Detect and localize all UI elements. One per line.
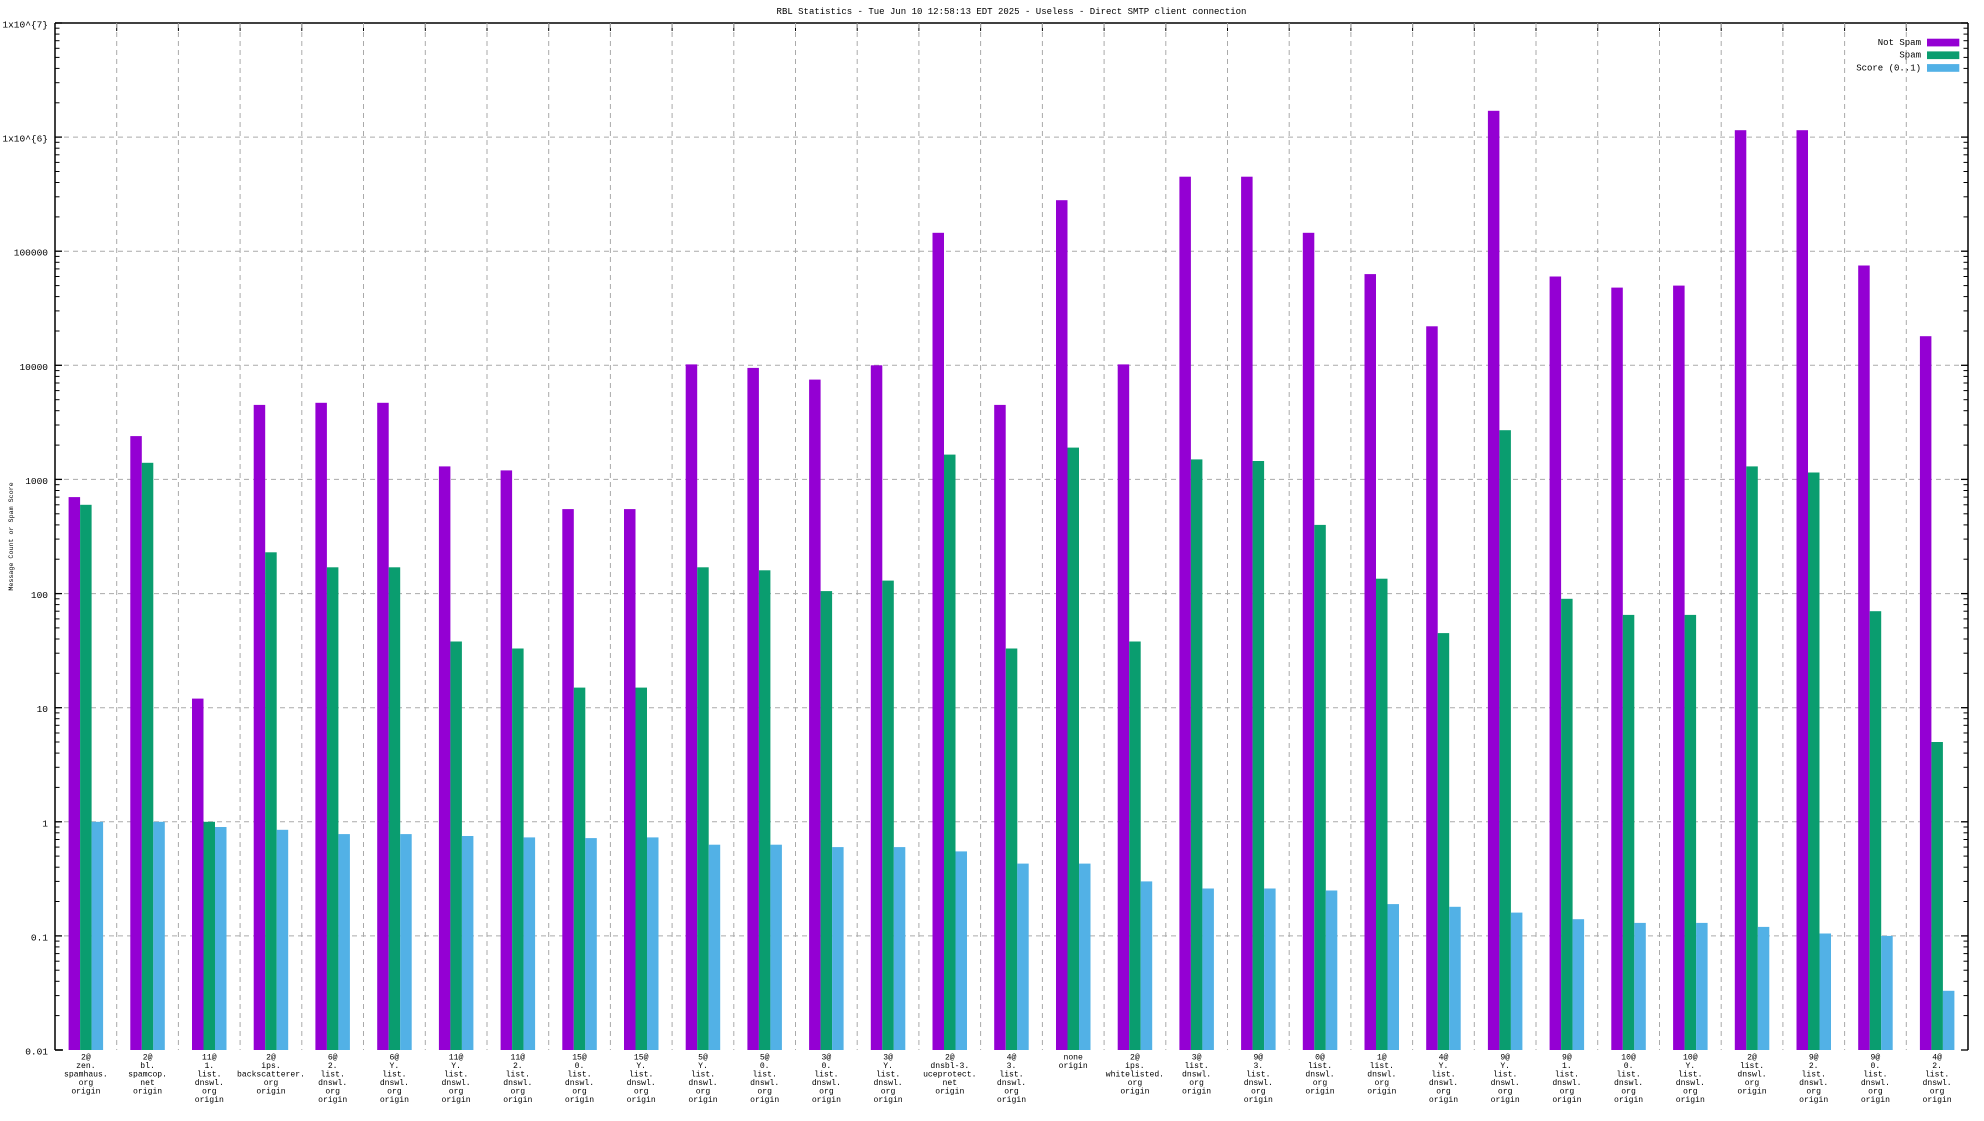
svg-text:Message Count or Spam Score: Message Count or Spam Score xyxy=(8,482,16,590)
svg-text:origin: origin xyxy=(688,1096,717,1105)
svg-text:1x10^{7}: 1x10^{7} xyxy=(2,20,48,31)
svg-text:origin: origin xyxy=(1676,1096,1705,1105)
svg-text:1x10^{6}: 1x10^{6} xyxy=(2,134,48,145)
svg-text:origin: origin xyxy=(1429,1096,1458,1105)
svg-text:Score (0..1): Score (0..1) xyxy=(1856,63,1921,73)
svg-text:100: 100 xyxy=(31,590,48,601)
svg-text:origin: origin xyxy=(442,1096,471,1105)
svg-text:RBL Statistics - Tue Jun 10 12: RBL Statistics - Tue Jun 10 12:58:13 EDT… xyxy=(777,7,1247,17)
svg-text:100000: 100000 xyxy=(14,248,49,259)
svg-text:origin: origin xyxy=(1491,1096,1520,1105)
svg-text:Not Spam: Not Spam xyxy=(1878,38,1921,48)
svg-text:origin: origin xyxy=(1861,1096,1890,1105)
svg-text:10: 10 xyxy=(37,704,49,715)
svg-text:origin: origin xyxy=(1244,1096,1273,1105)
svg-text:origin: origin xyxy=(318,1096,347,1105)
svg-text:origin: origin xyxy=(812,1096,841,1105)
svg-text:origin: origin xyxy=(1799,1096,1828,1105)
svg-text:origin: origin xyxy=(380,1096,409,1105)
svg-text:origin: origin xyxy=(1552,1096,1581,1105)
svg-text:origin: origin xyxy=(1367,1087,1396,1096)
svg-text:origin: origin xyxy=(256,1087,285,1096)
svg-text:origin: origin xyxy=(1059,1062,1088,1071)
svg-text:origin: origin xyxy=(1182,1087,1211,1096)
svg-text:1000: 1000 xyxy=(25,476,48,487)
svg-text:origin: origin xyxy=(935,1087,964,1096)
svg-text:origin: origin xyxy=(627,1096,656,1105)
svg-text:origin: origin xyxy=(874,1096,903,1105)
svg-text:origin: origin xyxy=(750,1096,779,1105)
svg-text:origin: origin xyxy=(195,1096,224,1105)
svg-text:10000: 10000 xyxy=(19,362,48,373)
svg-text:origin: origin xyxy=(133,1087,162,1096)
svg-text:Spam: Spam xyxy=(1899,51,1921,61)
svg-text:origin: origin xyxy=(1737,1087,1766,1096)
svg-text:origin: origin xyxy=(565,1096,594,1105)
svg-text:origin: origin xyxy=(1923,1096,1952,1105)
svg-text:origin: origin xyxy=(503,1096,532,1105)
svg-text:origin: origin xyxy=(1120,1087,1149,1096)
svg-text:origin: origin xyxy=(71,1087,100,1096)
svg-text:origin: origin xyxy=(1305,1087,1334,1096)
svg-text:0.1: 0.1 xyxy=(31,932,48,943)
svg-text:origin: origin xyxy=(997,1096,1026,1105)
svg-text:1: 1 xyxy=(42,818,48,829)
svg-text:0.01: 0.01 xyxy=(25,1047,48,1058)
svg-text:origin: origin xyxy=(1614,1096,1643,1105)
